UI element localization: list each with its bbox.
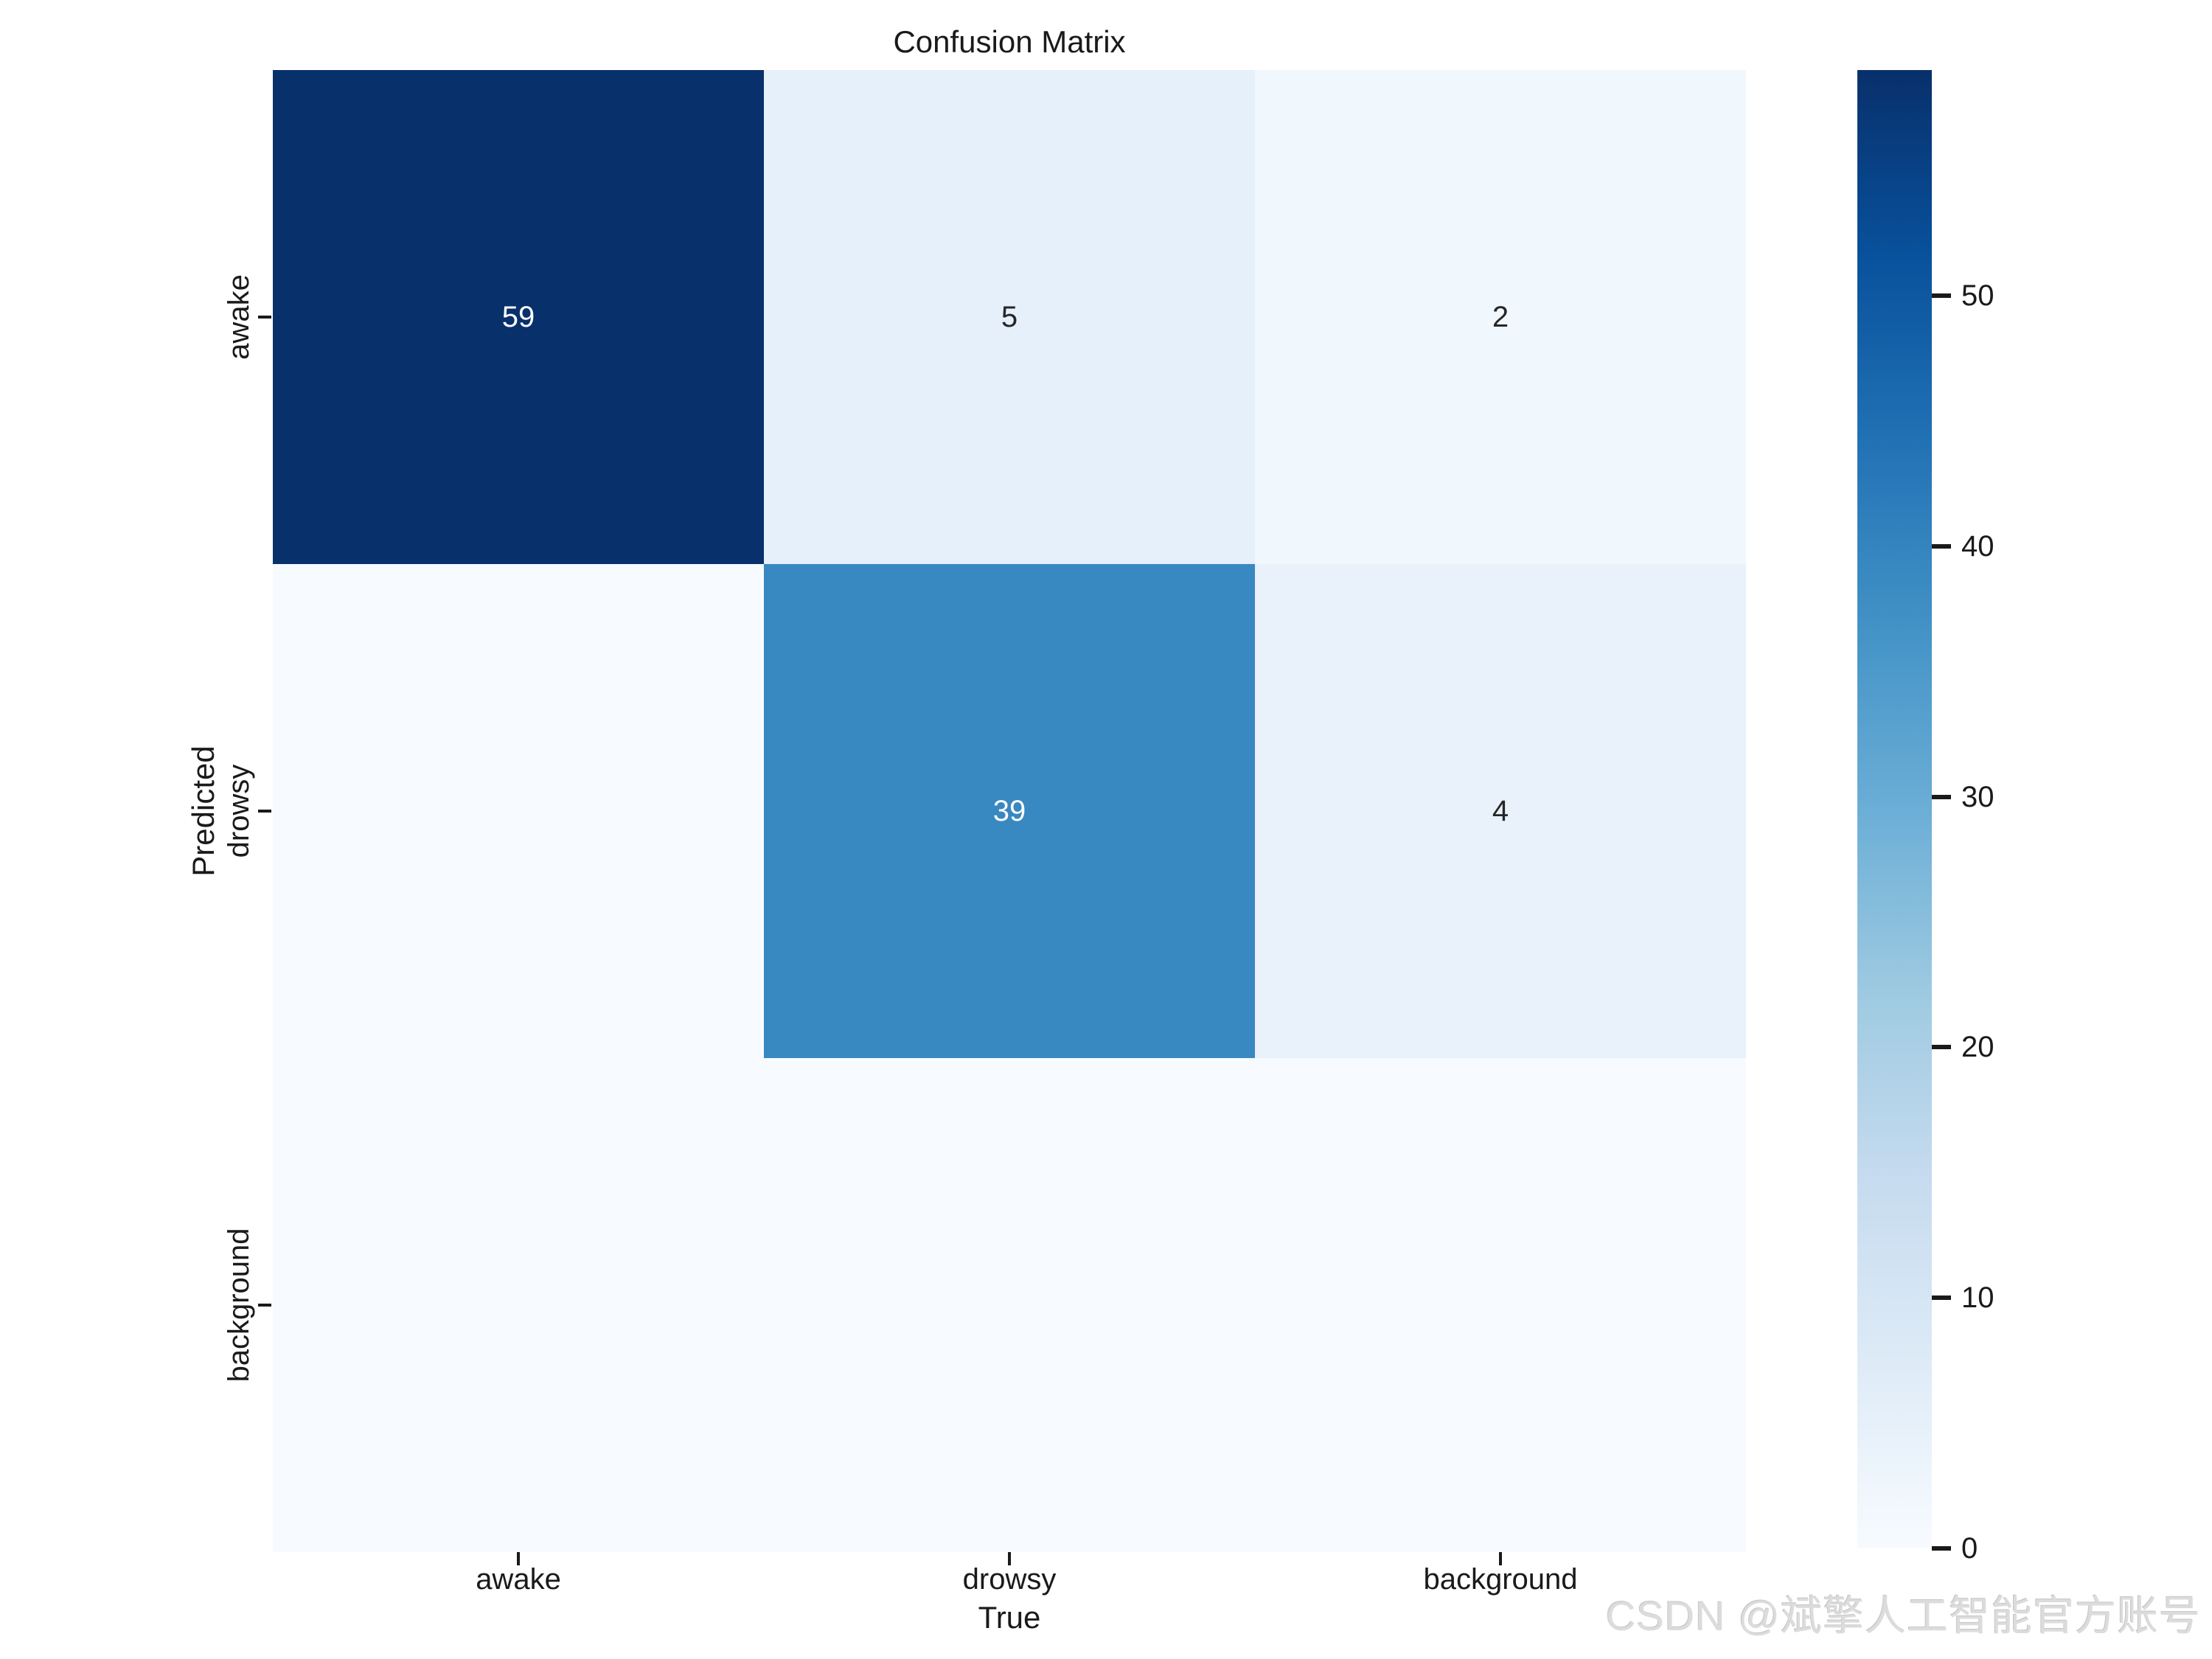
colorbar-tick-label: 50 [1961,279,1994,312]
y-axis-title: Predicted [186,745,220,877]
chart-title: Confusion Matrix [893,24,1126,59]
x-tick-label: awake [476,1563,561,1596]
y-tick-mark [258,1304,271,1307]
y-tick-mark [258,810,271,813]
y-tick-label: background [223,1228,255,1382]
heatmap-cell [1255,1058,1746,1552]
colorbar-tick-mark [1932,293,1951,298]
colorbar-tick-mark [1932,1045,1951,1050]
x-axis-title: True [978,1600,1041,1635]
heatmap-cell: 39 [764,564,1255,1058]
colorbar-tick-label: 40 [1961,529,1994,563]
heatmap-cell: 59 [273,70,764,564]
heatmap-cell [273,1058,764,1552]
colorbar-tick-mark [1932,1546,1951,1551]
colorbar-tick-label: 0 [1961,1532,1978,1565]
cell-value: 59 [501,300,535,333]
colorbar-tick-label: 10 [1961,1281,1994,1315]
heatmap-cell [764,1058,1255,1552]
x-tick-label: drowsy [962,1563,1057,1596]
colorbar [1857,70,1932,1548]
cell-value: 4 [1492,794,1509,827]
cell-value: 5 [1001,300,1018,333]
heatmap-cell: 2 [1255,70,1746,564]
x-tick-label: background [1423,1563,1578,1596]
cell-value: 2 [1492,300,1509,333]
colorbar-tick-mark [1932,794,1951,799]
colorbar-tick-label: 20 [1961,1031,1994,1064]
colorbar-tick-mark [1932,1295,1951,1301]
heatmap-cell: 4 [1255,564,1746,1058]
x-tick-mark [517,1552,520,1565]
watermark: CSDN @斌擎人工智能官方账号 [1606,1593,2202,1639]
heatmap-cell: 5 [764,70,1255,564]
x-tick-mark [1499,1552,1502,1565]
y-tick-label: drowsy [223,764,255,858]
heatmap-cell [273,564,764,1058]
cell-value: 39 [992,794,1026,827]
y-tick-label: awake [223,274,255,360]
y-tick-mark [258,316,271,319]
x-tick-mark [1008,1552,1011,1565]
colorbar-tick-mark [1932,543,1951,549]
colorbar-tick-label: 30 [1961,780,1994,813]
